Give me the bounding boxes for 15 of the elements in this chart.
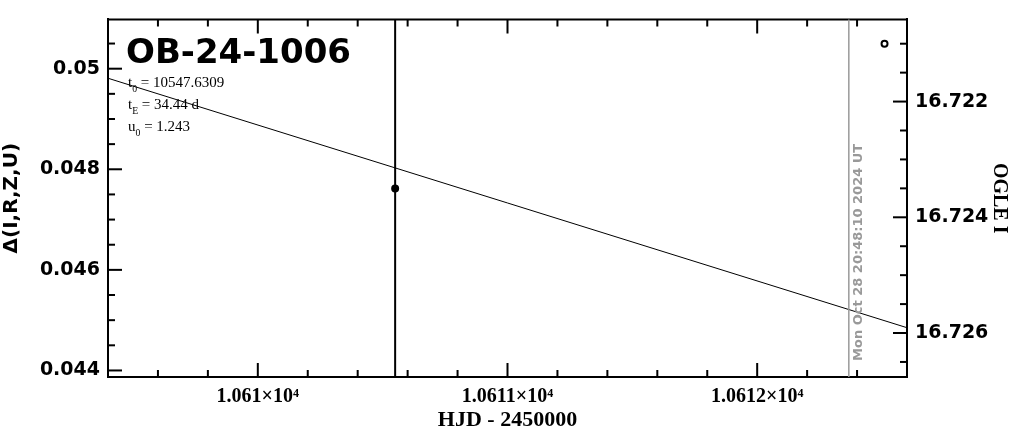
y2-tick-label: 16.724 (915, 204, 989, 227)
y-tick-label: 0.046 (39, 256, 100, 279)
y-axis-title: Δ(I,R,Z,U) (0, 142, 23, 254)
y2-tick-label: 16.726 (915, 319, 989, 342)
x-axis-title: HJD - 2450000 (437, 406, 578, 432)
y2-tick-label: 16.722 (915, 88, 989, 111)
y-tick-label: 0.044 (39, 357, 100, 380)
y2-axis-title: OGLE I (989, 162, 1011, 234)
y-tick-label: 0.048 (39, 156, 100, 179)
x-tick-label: 1.061×10⁴ (216, 384, 300, 407)
x-tick-label: 1.0612×10⁴ (710, 384, 804, 407)
y-tick-label: 0.05 (53, 55, 100, 78)
x-tick-label: 1.0611×10⁴ (461, 384, 554, 407)
annotation: Mon Oct 28 20:48:10 2024 UT (849, 143, 865, 361)
chart-title: OB-24-1006 (126, 31, 351, 72)
